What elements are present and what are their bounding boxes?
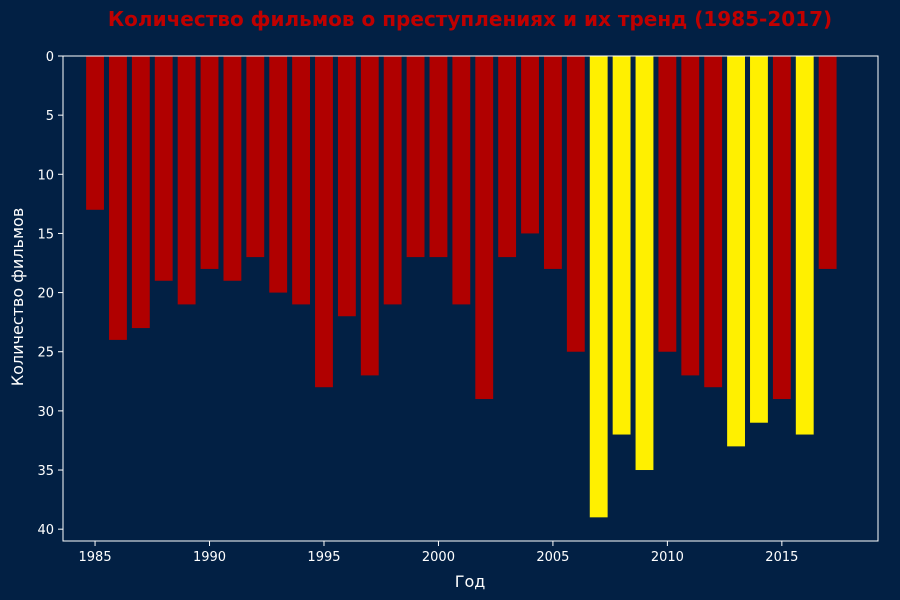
y-tick-label-35: 35	[37, 464, 54, 479]
bar-2002	[475, 56, 494, 400]
bar-1990	[200, 56, 219, 269]
y-tick-label-40: 40	[37, 523, 54, 538]
bar-1986	[109, 56, 127, 340]
y-tick-label-30: 30	[37, 405, 54, 420]
bar-2012	[704, 56, 723, 388]
bar-2005	[543, 56, 562, 269]
y-tick-label-5: 5	[46, 109, 54, 124]
y-tick-label-15: 15	[37, 227, 54, 242]
bar-1987	[131, 56, 150, 329]
x-tick-label-2015: 2015	[765, 550, 798, 565]
y-tick-label-10: 10	[37, 168, 54, 183]
y-tick-label-25: 25	[37, 346, 54, 361]
x-tick-label-2005: 2005	[536, 550, 569, 565]
plot-frame	[62, 55, 879, 542]
bar-2007	[589, 56, 608, 518]
y-tick-label-0: 0	[46, 50, 54, 65]
bar-2011	[681, 56, 700, 376]
bar-2009	[635, 56, 654, 471]
bar-1998	[383, 56, 402, 305]
x-tick-label-1990: 1990	[193, 550, 226, 565]
bar-2006	[566, 56, 585, 352]
bar-1996	[337, 56, 356, 317]
x-tick-label-2000: 2000	[422, 550, 455, 565]
bar-2013	[727, 56, 745, 447]
x-axis-label: Год	[455, 572, 486, 591]
bar-2004	[521, 56, 539, 234]
bar-1993	[269, 56, 288, 293]
bar-2015	[772, 56, 791, 400]
bar-2008	[612, 56, 631, 435]
bars-group	[86, 56, 837, 518]
bar-1988	[154, 56, 173, 281]
bar-2003	[498, 56, 517, 258]
bar-2000	[429, 56, 448, 258]
bar-2017	[818, 56, 837, 269]
chart-title: Количество фильмов о преступлениях и их …	[108, 7, 832, 31]
y-tick-label-20: 20	[37, 287, 54, 302]
y-axis-label: Количество фильмов	[8, 208, 27, 387]
bar-1992	[246, 56, 265, 258]
bar-2014	[750, 56, 768, 423]
bar-1994	[292, 56, 311, 305]
bar-1985	[86, 56, 104, 210]
y-axis: 0 5 10 15 20 25 30 35 40	[37, 50, 63, 538]
bar-2010	[658, 56, 677, 352]
x-tick-label-1985: 1985	[79, 550, 112, 565]
x-tick-label-1995: 1995	[307, 550, 340, 565]
bar-1999	[406, 56, 425, 258]
x-axis: 1985 1990 1995 2000 2005 2010 2015	[79, 541, 798, 565]
bar-2001	[452, 56, 471, 305]
bar-1997	[360, 56, 379, 376]
bar-1989	[177, 56, 196, 305]
bar-2016	[795, 56, 814, 435]
x-tick-label-2010: 2010	[651, 550, 684, 565]
bar-1991	[223, 56, 242, 281]
bar-1995	[315, 56, 333, 388]
